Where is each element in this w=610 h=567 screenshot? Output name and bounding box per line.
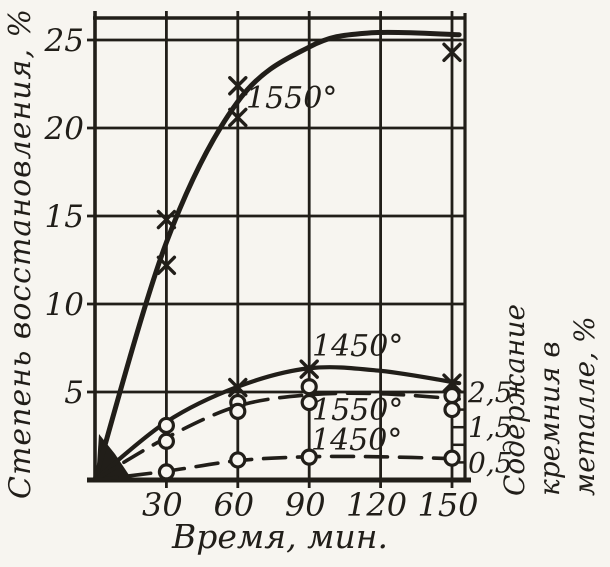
marker-circle-silicon-1450 <box>300 448 318 466</box>
y-left-tick-label-5: 5 <box>64 375 84 411</box>
y-right-tick-label-2_5: 2,5 <box>467 376 513 409</box>
marker-circle-silicon-1550 <box>157 432 175 450</box>
y-axis-title-right: Содержание кремния в металле, % <box>497 288 607 498</box>
y-left-tick-label-20: 20 <box>44 111 84 147</box>
marker-circle-silicon-1550 <box>443 386 461 405</box>
y-left-tick-label-15: 15 <box>45 199 84 235</box>
y-axis-title-right-line2: кремния в <box>533 341 566 496</box>
marker-circle-silicon-1550 <box>229 402 247 420</box>
curve-label-reduction-1450: 1450° <box>312 329 403 364</box>
marker-circle-silicon-1550 <box>443 401 461 419</box>
curve-label-silicon-1550: 1550° <box>312 393 403 428</box>
marker-x-reduction-1450 <box>299 359 319 379</box>
curve-labels-layer: 1550°1450°1550°1450° <box>246 81 403 458</box>
curves-layer <box>92 29 462 483</box>
marker-x-reduction-1550 <box>442 42 462 63</box>
y-axis-title-left: Степень восстановления, % <box>3 8 38 499</box>
curve-label-silicon-1450: 1450° <box>311 423 402 458</box>
y-left-tick-label-25: 25 <box>44 23 84 59</box>
y-left-tick-label-10: 10 <box>45 287 84 323</box>
x-tick-label-30: 30 <box>142 486 183 524</box>
y-right-tick-label-0_5: 0,5 <box>468 446 513 479</box>
marker-circle-silicon-1450 <box>229 451 247 469</box>
marker-circle-silicon-1550 <box>300 378 318 396</box>
curve-reduction-1550 <box>92 29 462 483</box>
marker-x-reduction-1550 <box>228 107 248 128</box>
marker-circle-silicon-1450 <box>443 449 461 467</box>
x-tick-label-120: 120 <box>346 486 407 524</box>
marker-circle-reduction-1450 <box>157 416 175 435</box>
curve-label-reduction-1550: 1550° <box>246 81 337 116</box>
marker-x-reduction-1550 <box>156 209 177 230</box>
marker-circle-silicon-1450 <box>157 463 175 481</box>
x-tick-label-150: 150 <box>417 486 478 524</box>
frame-layer <box>87 11 471 483</box>
marker-circle-silicon-1550 <box>300 393 318 412</box>
marker-x-reduction-1550 <box>228 76 248 96</box>
x-axis-title: Время, мин. <box>172 517 388 556</box>
grid-layer <box>87 11 465 488</box>
x-tick-label-90: 90 <box>285 486 326 524</box>
x-tick-label-60: 60 <box>213 486 254 524</box>
marker-x-reduction-1450 <box>442 373 462 393</box>
marker-x-reduction-1450 <box>228 377 248 398</box>
marker-x-reduction-1550 <box>156 255 177 275</box>
curve-silicon-1550 <box>93 391 461 482</box>
tick-labels-layer: 5 10 15 20 25 30 60 90 120 150 0,51,52,5 <box>44 23 513 524</box>
curve-silicon-1450 <box>93 454 461 482</box>
y-right-tick-label-1_5: 1,5 <box>468 411 513 444</box>
markers-layer <box>156 42 462 481</box>
y-axis-title-right-line1: Содержание <box>498 303 531 496</box>
curve-reduction-1450 <box>92 365 462 483</box>
y-axis-title-right-line3: металле, % <box>568 316 601 496</box>
